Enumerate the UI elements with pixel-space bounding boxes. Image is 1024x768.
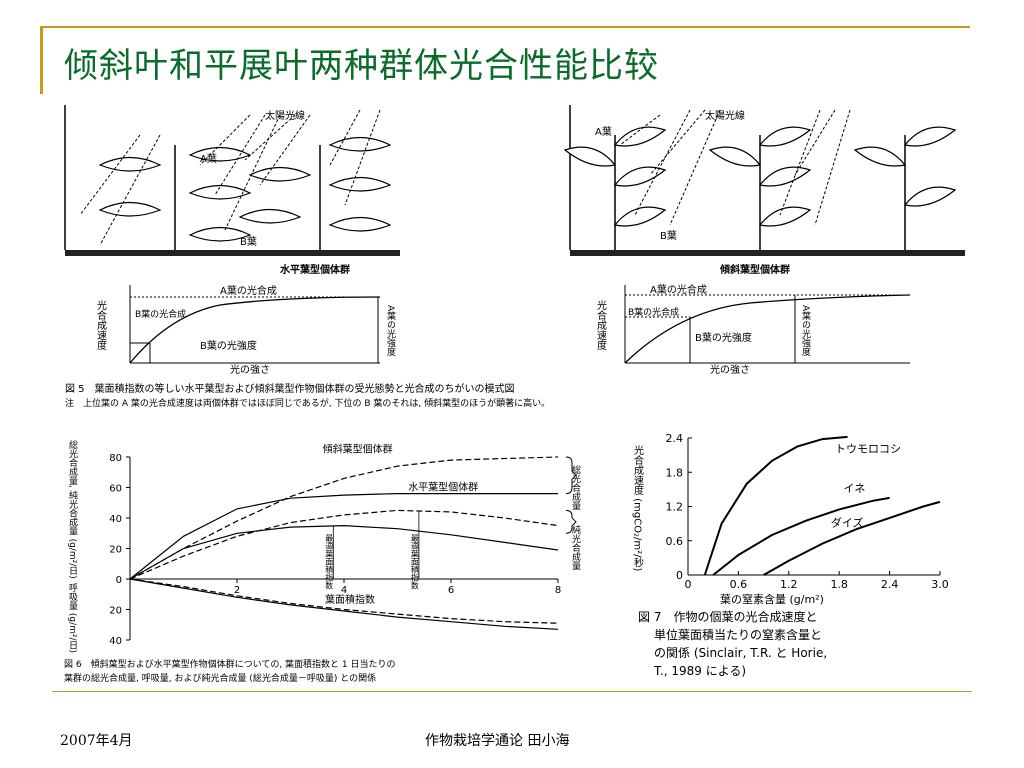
fig6-caption-line2: 葉群の総光合成量, 呼吸量, および純光合成量 (総光合成量－呼吸量) との関係 — [64, 672, 376, 684]
fig7-series-label: イネ — [843, 482, 865, 495]
b-intensity-label: B葉の光強度 — [200, 339, 257, 352]
fig7-series-line — [703, 435, 848, 576]
fig6-bracket — [565, 456, 577, 495]
fig7-caption-line1: 図 7 作物の個葉の光合成速度と — [638, 609, 817, 624]
fig6-chart: 総光合成量, 純光合成量 (g/m²/日) 呼吸量 (g/m²/日) 葉面積指数… — [64, 439, 581, 684]
a-intensity-label-right: A葉の光強度 — [800, 305, 811, 357]
fig5-right-graph: A葉の光合成 B葉の光合成 B葉の光強度 光の強さ A葉の光強度 光合成速度 — [595, 283, 911, 376]
fig5-right-canopy: 太陽光線 A葉 B葉 傾斜葉型個体群 — [563, 105, 965, 276]
fig7-y-tick-label: 0.6 — [666, 535, 684, 548]
fig7-caption-line2: 単位葉面積当たりの窒素含量と — [654, 627, 822, 642]
fig5-left-graph: A葉の光合成 B葉の光合成 B葉の光強度 光の強さ A葉の光強度 光合成速度 — [95, 284, 396, 376]
fig7-caption-line4: T., 1989 による) — [653, 664, 746, 678]
fig6-series-line — [129, 578, 559, 624]
curve-b-label: B葉の光合成 — [135, 308, 186, 320]
fig7-x-tick-label: 0.6 — [730, 578, 748, 591]
fig6-y-tick-label-lower: 20 — [109, 606, 122, 617]
fig7-x-label: 葉の窒素含量 (g/m²) — [720, 592, 824, 606]
fig7-series-label: トウモロコシ — [835, 442, 901, 455]
slide-title: 倾斜叶和平展叶两种群体光合性能比较 — [64, 46, 659, 86]
fig6-x-tick-label: 6 — [448, 585, 454, 596]
curve-a-label-right: A葉の光合成 — [650, 283, 707, 296]
fig6-optimum-label: 最適葉面積指数 — [410, 533, 419, 590]
sunlight-label: 太陽光線 — [265, 109, 305, 122]
b-intensity-label-right: B葉の光強度 — [695, 331, 752, 344]
footer-rule — [52, 691, 972, 692]
fig6-series-line — [129, 493, 558, 580]
x-axis-label-right: 光の強さ — [710, 363, 750, 376]
leaf-a-label: A葉 — [200, 152, 217, 165]
leaf-b-label: B葉 — [240, 235, 257, 248]
sunlight-label-right: 太陽光線 — [705, 109, 745, 122]
fig7-chart: 光合成速度 (mgCO₂/m²/秒) 葉の窒素含量 (g/m²) 図 7 作物の… — [632, 432, 949, 678]
x-axis-label: 光の強さ — [230, 363, 270, 376]
fig7-x-tick-label: 2.4 — [881, 578, 899, 591]
fig6-right-label-net: 純光合成量 — [570, 524, 581, 570]
fig6-x-tick-label: 8 — [555, 585, 561, 596]
fig6-series-line — [129, 456, 559, 580]
fig7-x-tick-label: 3.0 — [931, 578, 949, 591]
fig7-x-tick-label: 0 — [685, 578, 692, 591]
fig5-caption-line2: 注 上位葉の A 葉の光合成速度は両個体群ではほぼ同じであるが, 下位の B 葉… — [65, 397, 550, 409]
fig7-caption-line3: の関係 (Sinclair, T.R. と Horie, — [654, 646, 827, 660]
fig6-right-label-gross: 総光合成量 — [570, 464, 581, 510]
fig6-series-line — [129, 524, 559, 580]
fig6-series-line — [129, 509, 559, 580]
fig6-y-tick-label: 0 — [116, 575, 122, 586]
figure-panel: 太陽光線 A葉 B葉 水平葉型個体群 A葉の光合成 B葉の光合成 B葉の光強度 … — [64, 105, 965, 684]
footer-course: 作物栽培学通论 田小海 — [425, 733, 570, 749]
curve-b-label-right: B葉の光合成 — [628, 306, 679, 318]
fig7-x-tick-label: 1.2 — [780, 578, 798, 591]
fig6-y-tick-label: 20 — [109, 545, 122, 556]
fig6-series-label-horizontal: 水平葉型個体群 — [408, 481, 478, 494]
fig6-caption-line1: 図 6 傾斜葉型および水平葉型作物個体群についての, 葉面積指数と 1 日当たり… — [64, 658, 396, 670]
canopy-caption: 水平葉型個体群 — [279, 263, 350, 276]
fig6-y-tick-label: 60 — [109, 484, 122, 495]
fig7-y-tick-label: 0 — [676, 569, 683, 582]
fig7-series-label: ダイズ — [831, 515, 864, 529]
fig7-y-tick-label: 1.2 — [666, 501, 684, 514]
fig7-series-line — [763, 500, 941, 576]
header-rule — [40, 26, 970, 28]
fig6-y-tick-label: 40 — [109, 514, 122, 525]
fig6-x-tick-label: 4 — [341, 585, 347, 596]
fig7-y-tick-label: 1.8 — [666, 466, 684, 479]
fig5-left-canopy: 太陽光線 A葉 B葉 水平葉型個体群 — [64, 105, 400, 276]
fig6-y-tick-label-lower: 40 — [109, 636, 122, 647]
fig6-x-tick-label: 2 — [234, 585, 240, 596]
fig7-y-tick-label: 2.4 — [666, 432, 684, 445]
fig6-y-label: 総光合成量, 純光合成量 (g/m²/日) — [67, 439, 78, 579]
curve-a-label: A葉の光合成 — [220, 284, 277, 297]
fig7-x-tick-label: 1.8 — [830, 578, 848, 591]
a-intensity-label: A葉の光強度 — [385, 305, 396, 357]
title-accent-bar — [40, 26, 43, 94]
fig6-bracket — [565, 509, 577, 534]
fig7-series-line — [712, 496, 890, 576]
fig5-caption-line1: 図 5 葉面積指数の等しい水平葉型および傾斜葉型作物個体群の受光態勢と光合成のち… — [65, 382, 515, 395]
canopy-caption-right: 傾斜葉型個体群 — [719, 263, 790, 276]
fig6-x-label: 葉面積指数 — [325, 593, 375, 606]
fig6-y-label-lower: 呼吸量 (g/m²/日) — [67, 583, 78, 653]
fig6-series-line — [129, 578, 559, 630]
leaf-a-label-right: A葉 — [595, 125, 612, 138]
fig6-y-tick-label: 80 — [109, 453, 122, 464]
fig6-optimum-label: 最適葉面積指数 — [325, 533, 334, 590]
y-axis-label-right: 光合成速度 — [595, 299, 607, 351]
fig7-y-label: 光合成速度 (mgCO₂/m²/秒) — [632, 444, 644, 572]
y-axis-label: 光合成速度 — [95, 299, 107, 351]
leaf-b-label-right: B葉 — [660, 229, 677, 242]
footer-date: 2007年4月 — [60, 733, 133, 749]
fig6-series-label-inclined: 傾斜葉型個体群 — [323, 442, 393, 455]
